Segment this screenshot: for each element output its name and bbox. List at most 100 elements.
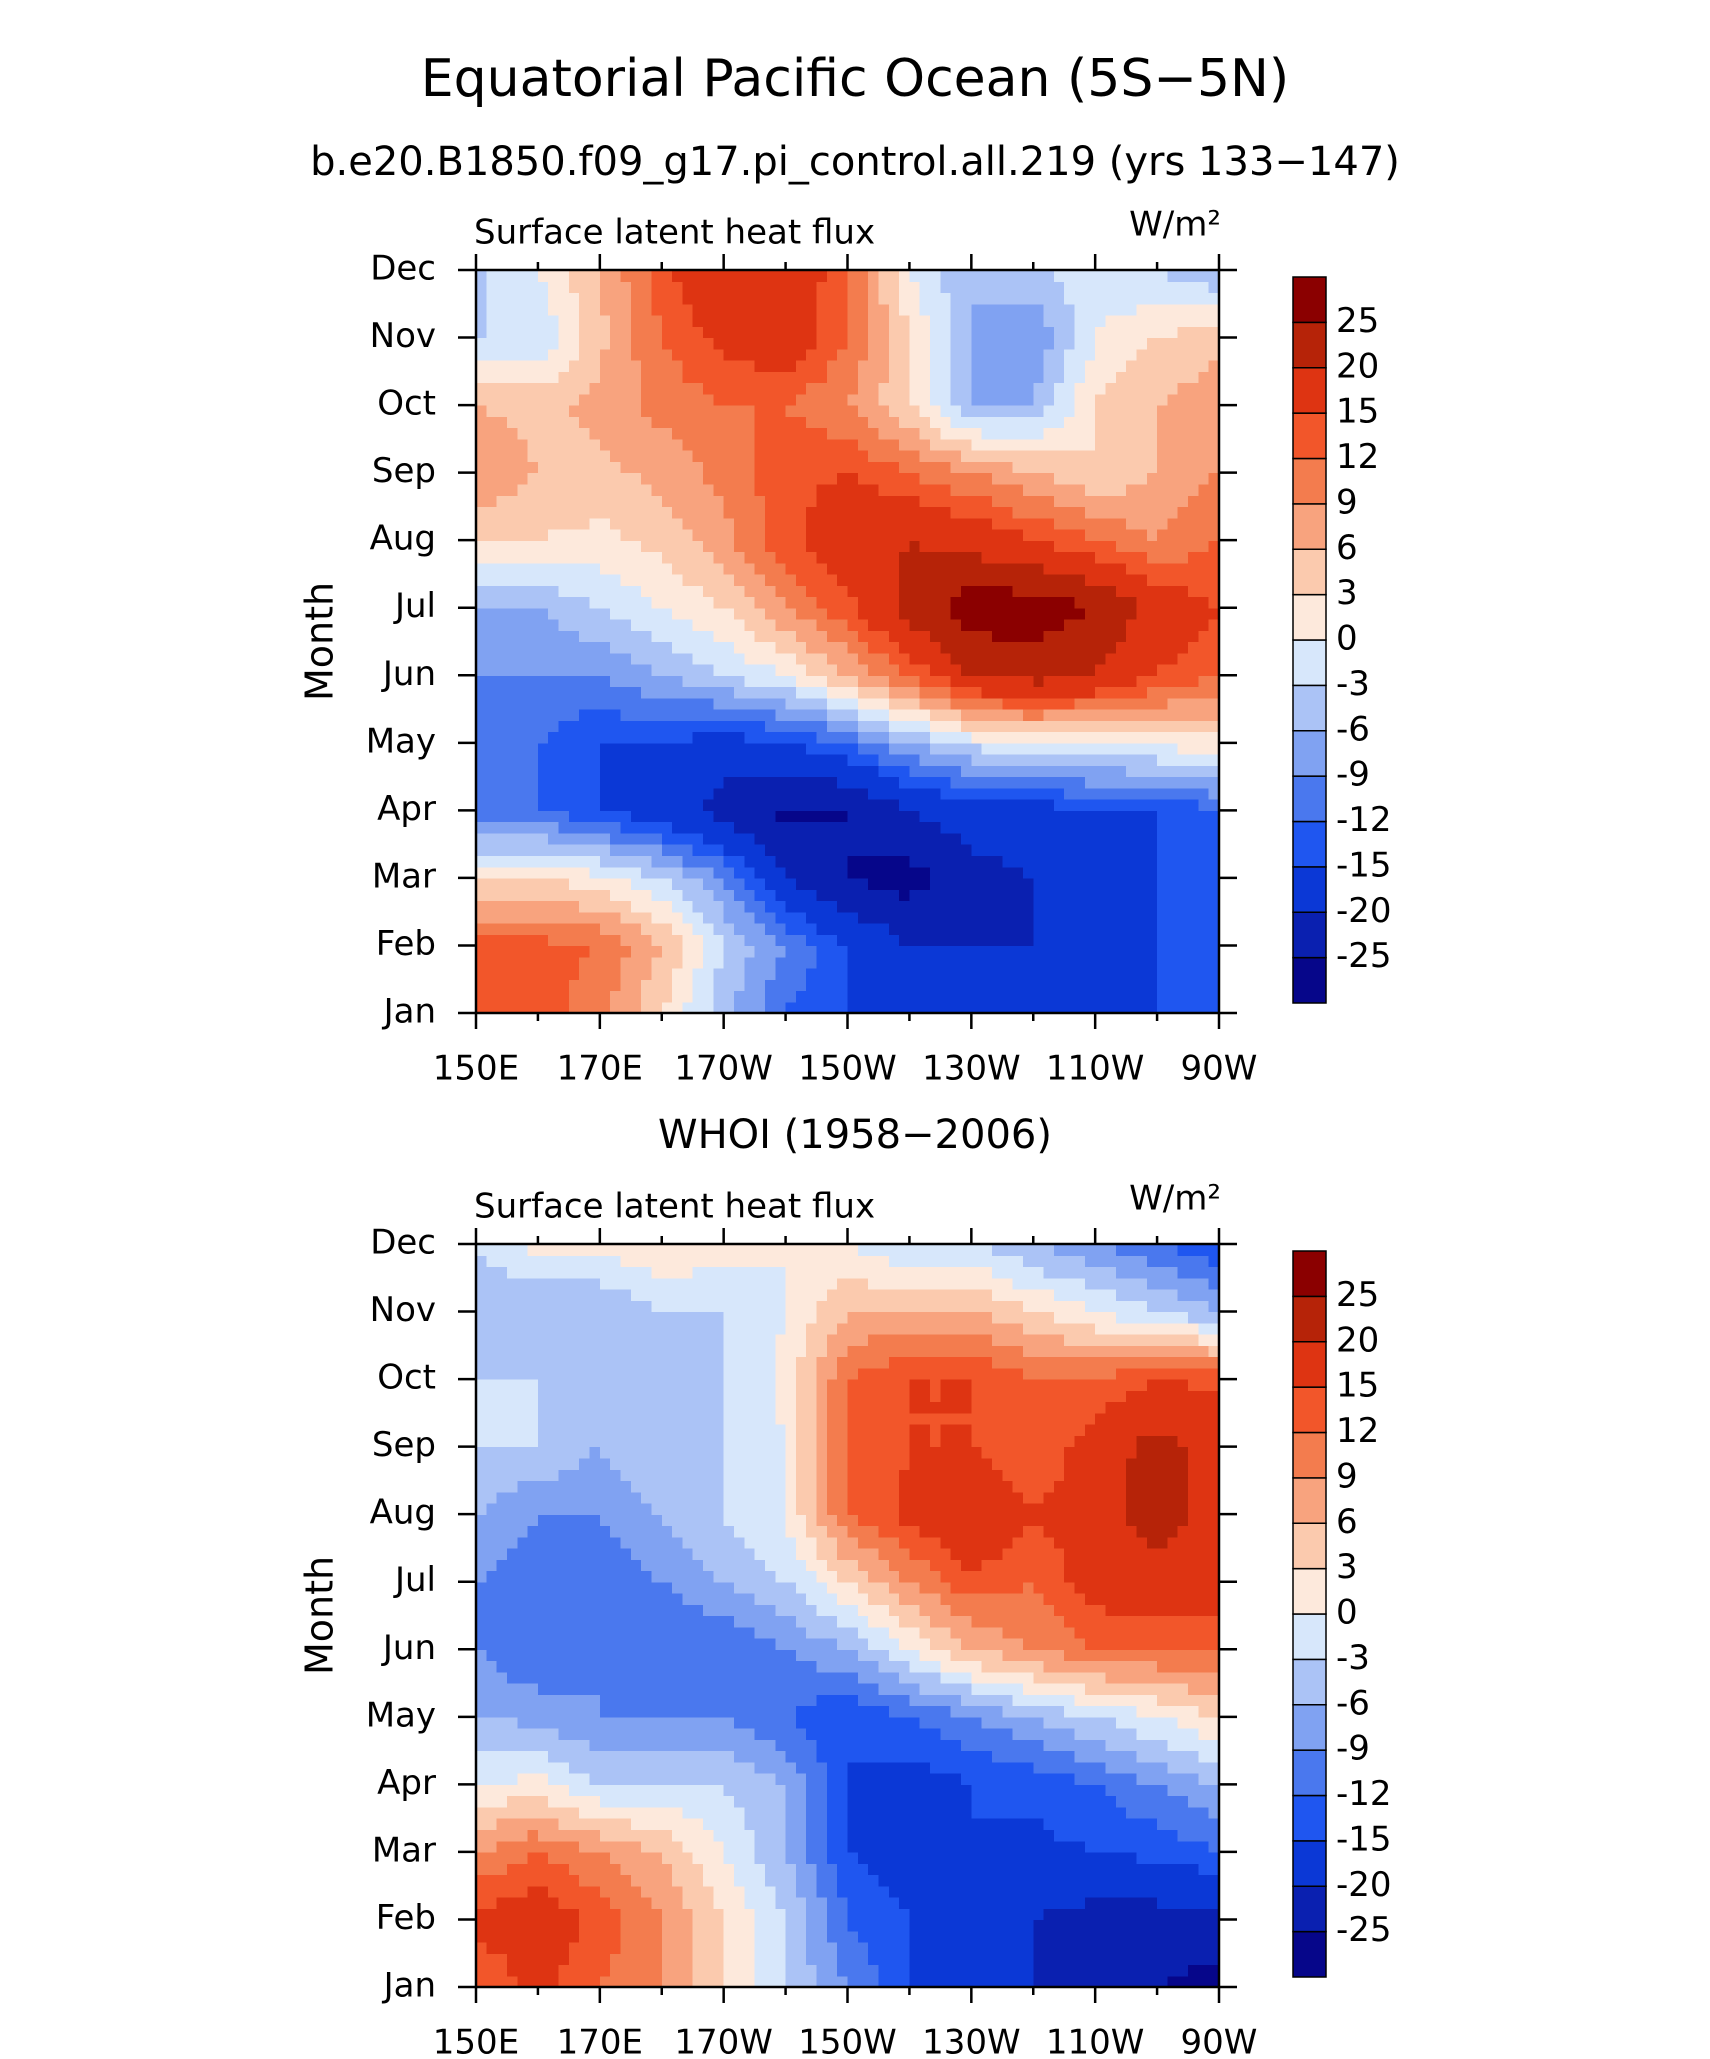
contour-cell <box>1157 641 1168 654</box>
contour-cell <box>476 303 487 316</box>
contour-cell <box>672 495 683 508</box>
contour-cell <box>764 765 776 778</box>
contour-cell <box>775 517 787 530</box>
contour-cell <box>1126 585 1138 598</box>
contour-cell <box>961 270 972 282</box>
contour-cell <box>558 1953 570 1966</box>
contour-cell <box>930 934 941 947</box>
y-tick-label: May <box>366 721 436 761</box>
contour-cell <box>899 731 911 744</box>
contour-cell <box>806 618 818 631</box>
contour-cell <box>888 450 900 462</box>
contour-cell <box>888 540 900 553</box>
colorbar-label: -15 <box>1336 845 1392 885</box>
contour-cell <box>496 709 508 721</box>
contour-cell <box>1022 1001 1034 1014</box>
contour-cell <box>1095 371 1107 384</box>
contour-cell <box>816 270 828 282</box>
contour-cell <box>1126 652 1138 665</box>
contour-cell <box>816 956 828 969</box>
contour-cell <box>703 911 714 924</box>
contour-cell <box>579 416 591 429</box>
contour-cell <box>548 326 560 339</box>
contour-cell <box>930 607 941 620</box>
contour-cell <box>909 292 921 305</box>
contour-cell <box>548 528 560 541</box>
contour-cell <box>506 416 518 429</box>
contour-cell <box>1043 866 1055 879</box>
contour-cell <box>1043 810 1055 823</box>
contour-cell <box>672 551 683 564</box>
contour-cell <box>816 742 828 755</box>
contour-cell <box>1084 405 1096 417</box>
contour-cell <box>837 652 849 665</box>
contour-cell <box>1012 675 1024 688</box>
contour-cell <box>672 472 683 485</box>
contour-cell <box>991 900 1003 913</box>
contour-cell <box>589 855 601 868</box>
contour-cell <box>909 607 921 620</box>
contour-cell <box>1105 799 1117 811</box>
contour-cell <box>496 416 508 429</box>
contour-cell <box>1146 866 1158 879</box>
contour-cell <box>1095 596 1107 609</box>
contour-cell <box>950 934 962 947</box>
contour-cell <box>486 709 498 721</box>
contour-cell <box>816 405 828 417</box>
contour-cell <box>1198 618 1210 631</box>
contour-cell <box>806 416 818 429</box>
contour-cell <box>1167 303 1179 316</box>
contour-cell <box>1188 866 1199 879</box>
contour-cell <box>517 911 529 924</box>
contour-cell <box>950 720 962 733</box>
contour-cell <box>981 540 993 553</box>
contour-cell <box>919 889 931 902</box>
contour-cell <box>826 405 838 417</box>
contour-cell <box>930 765 941 778</box>
contour-cell <box>568 405 580 417</box>
contour-cell <box>991 821 1003 834</box>
contour-cell <box>517 562 529 575</box>
contour-cell <box>568 1930 580 1943</box>
contour-cell <box>517 1964 529 1977</box>
contour-cell <box>1002 990 1014 1003</box>
contour-cell <box>1126 967 1138 980</box>
contour-cell <box>764 281 776 294</box>
contour-cell <box>548 990 560 1003</box>
contour-cell <box>1136 720 1148 733</box>
contour-cell <box>558 1941 570 1954</box>
contour-cell <box>981 844 993 856</box>
contour-cell <box>795 416 807 429</box>
contour-cell <box>1095 934 1107 947</box>
contour-cell <box>610 427 622 440</box>
contour-cell <box>1146 337 1158 350</box>
contour-cell <box>692 889 704 902</box>
contour-cell <box>1043 506 1055 519</box>
contour-cell <box>991 709 1003 721</box>
contour-cell <box>589 540 601 553</box>
contour-cell <box>1095 607 1107 620</box>
contour-cell <box>919 776 931 789</box>
contour-cell <box>744 810 756 823</box>
contour-cell <box>568 934 580 947</box>
contour-cell <box>919 765 931 778</box>
contour-cell <box>1002 855 1014 868</box>
contour-cell <box>630 371 642 384</box>
contour-cell <box>1012 382 1024 395</box>
contour-cell <box>476 405 487 417</box>
contour-cell <box>981 990 993 1003</box>
contour-cell <box>1188 911 1199 924</box>
contour-cell <box>1064 776 1076 789</box>
contour-cell <box>630 720 642 733</box>
contour-cell <box>950 630 962 643</box>
contour-cell <box>672 371 683 384</box>
contour-cell <box>476 596 487 609</box>
contour-cell <box>868 382 880 395</box>
contour-cell <box>1157 889 1168 902</box>
contour-cell <box>1167 438 1179 451</box>
contour-cell <box>548 438 560 451</box>
contour-cell <box>847 787 859 800</box>
contour-cell <box>599 967 611 980</box>
contour-cell <box>1074 461 1086 474</box>
contour-cell <box>517 799 529 811</box>
